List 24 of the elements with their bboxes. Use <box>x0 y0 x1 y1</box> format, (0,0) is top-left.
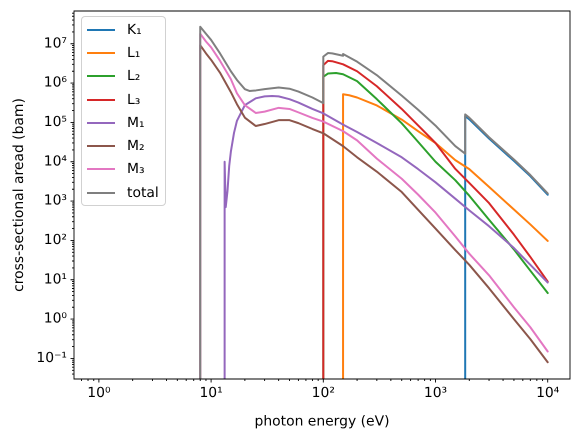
y-tick-label: 10⁵ <box>44 114 67 130</box>
y-tick-label: 10³ <box>44 192 67 209</box>
legend-label: M₁ <box>127 114 145 131</box>
y-tick-label: 10⁴ <box>44 153 68 170</box>
x-tick-label: 10⁰ <box>87 384 111 401</box>
y-tick-label: 10² <box>44 232 67 248</box>
x-tick-label: 10⁴ <box>536 384 560 401</box>
legend-label: L₁ <box>127 44 140 61</box>
y-tick-label: 10⁻¹ <box>36 350 67 366</box>
legend-label: total <box>127 184 159 201</box>
x-tick-label: 10³ <box>424 384 448 401</box>
y-tick-label: 10⁷ <box>44 35 67 52</box>
y-tick-label: 10¹ <box>44 271 67 288</box>
legend-label: K₁ <box>127 22 142 38</box>
x-tick-label: 10¹ <box>199 384 223 401</box>
x-axis-title: photon energy (eV) <box>254 413 390 430</box>
legend-label: M₃ <box>127 161 145 178</box>
x-tick-label: 10² <box>312 384 335 401</box>
y-tick-label: 10⁶ <box>44 74 68 91</box>
legend-label: L₃ <box>127 92 140 108</box>
y-tick-label: 10⁰ <box>44 310 68 327</box>
legend-label: M₂ <box>127 138 145 154</box>
y-axis-title: cross-sectional aread (bam) <box>10 98 27 292</box>
legend-label: L₂ <box>127 68 140 84</box>
